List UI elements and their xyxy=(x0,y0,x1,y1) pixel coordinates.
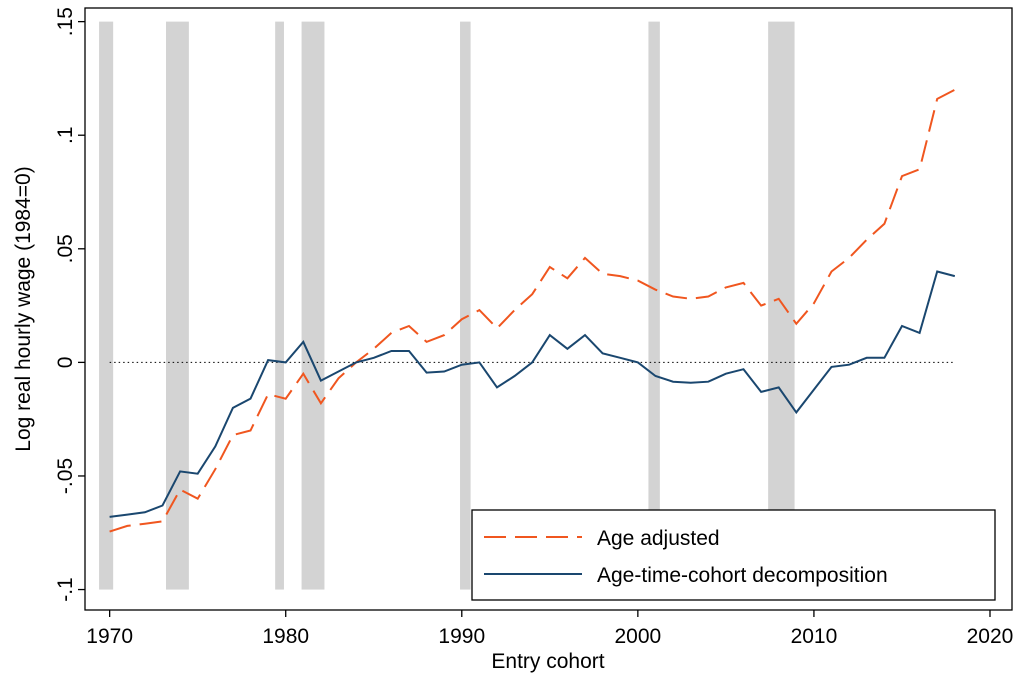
shaded-band xyxy=(768,21,795,590)
shaded-band xyxy=(301,21,325,590)
y-axis-label: Log real hourly wage (1984=0) xyxy=(12,166,35,451)
y-tick-label: 0 xyxy=(54,357,77,369)
x-tick-label: 2010 xyxy=(791,625,838,648)
x-tick-label: 1990 xyxy=(438,625,485,648)
x-tick-label: 1970 xyxy=(86,625,133,648)
x-axis-label: Entry cohort xyxy=(491,650,604,673)
y-tick-label: -.05 xyxy=(54,458,77,494)
series-line xyxy=(109,88,956,533)
shaded-band xyxy=(99,21,114,590)
x-tick-label: 2020 xyxy=(967,625,1014,648)
y-tick-label: .15 xyxy=(54,7,77,36)
y-tick-label: .1 xyxy=(54,126,77,144)
x-tick-label: 2000 xyxy=(614,625,661,648)
shaded-band xyxy=(648,21,660,590)
legend-label: Age-time-cohort decomposition xyxy=(597,564,888,587)
shaded-band xyxy=(165,21,189,590)
y-tick-label: .05 xyxy=(54,234,77,263)
plot-frame xyxy=(84,7,1013,611)
shaded-band xyxy=(275,21,284,590)
shaded-band xyxy=(460,21,471,590)
series-line xyxy=(109,270,956,518)
legend: Age adjusted Age-time-cohort decompositio… xyxy=(471,509,996,601)
legend-label: Age adjusted xyxy=(597,527,720,550)
x-tick-label: 1980 xyxy=(262,625,309,648)
y-tick-label: -.1 xyxy=(54,577,77,602)
legend-box xyxy=(471,509,996,601)
